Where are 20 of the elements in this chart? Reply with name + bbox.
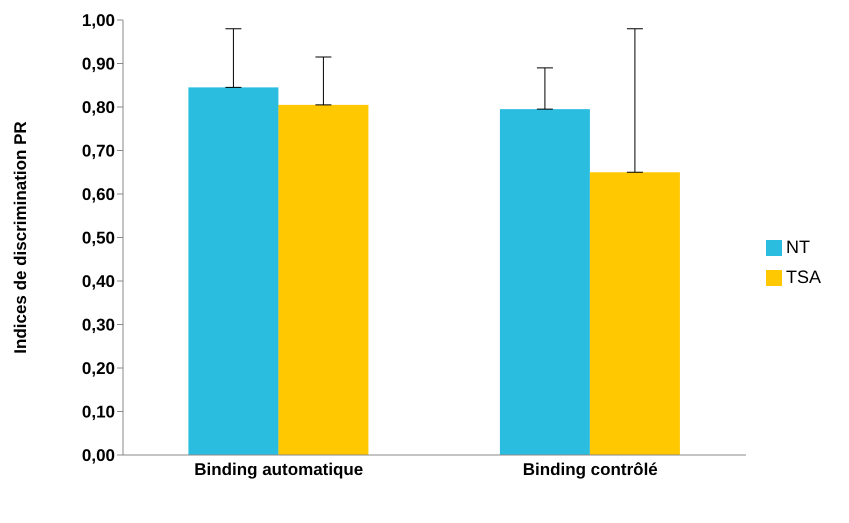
legend-label: TSA: [786, 266, 821, 286]
y-tick-label: 0,60: [82, 185, 115, 204]
y-tick-label: 0,00: [82, 446, 115, 466]
x-tick-label: Binding automatique: [194, 460, 364, 480]
y-tick-label: 0,70: [82, 142, 115, 161]
y-tick-label: 0,80: [82, 98, 115, 118]
y-tick-label: 0,50: [82, 228, 115, 248]
bar: [500, 109, 590, 455]
y-tick-label: 0,20: [82, 359, 115, 378]
y-axis-title: Indices de discrimination PR: [11, 121, 30, 354]
bar: [188, 87, 278, 455]
y-tick-label: 1,00: [82, 11, 115, 30]
y-tick-label: 0,40: [82, 272, 115, 292]
y-tick-label: 0,10: [82, 402, 115, 422]
bar: [590, 172, 680, 455]
y-tick-label: 0,90: [82, 54, 115, 74]
x-tick-label: Binding contrôlé: [522, 460, 658, 480]
y-tick-label: 0,30: [82, 316, 115, 335]
legend-label: NT: [786, 236, 810, 256]
bar: [278, 104, 368, 455]
